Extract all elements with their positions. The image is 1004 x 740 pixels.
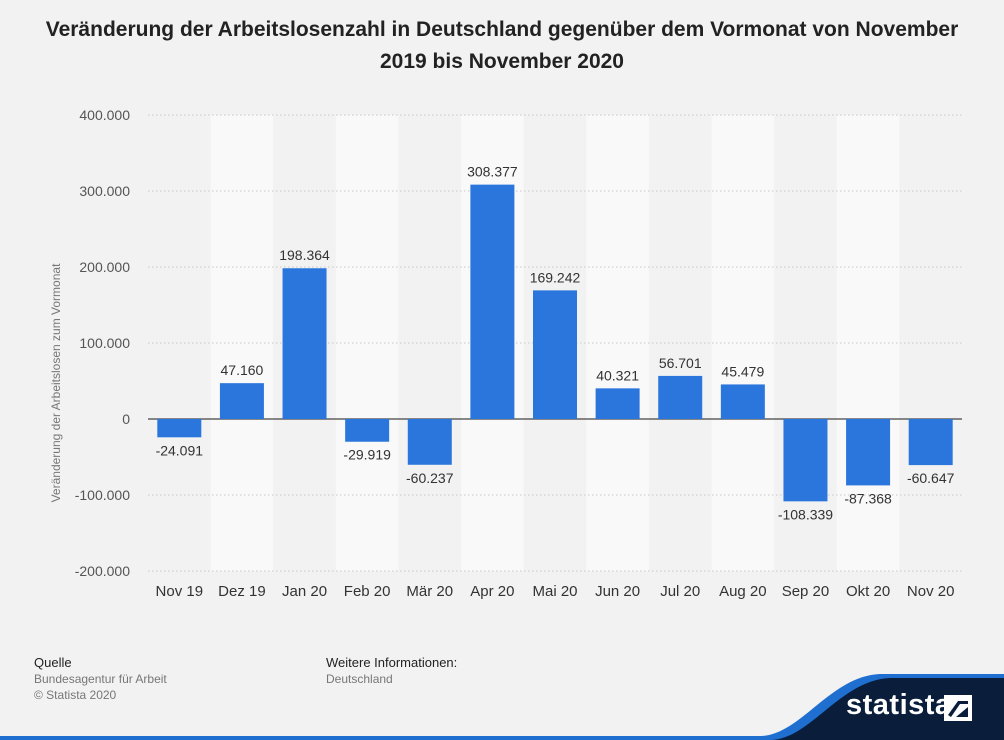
y-tick-label: 300.000 xyxy=(79,183,130,199)
bar-chart: 400.000 300.000 200.000 100.000 0 -100.000 -20… xyxy=(49,107,962,600)
bar xyxy=(658,375,703,419)
x-tick-label: Apr 20 xyxy=(470,583,514,600)
bar xyxy=(407,419,452,465)
source-block: Quelle Bundesagentur für Arbeit © Statis… xyxy=(34,655,167,703)
data-label: 45.479 xyxy=(721,363,764,379)
y-tick-label: -200.000 xyxy=(75,563,130,579)
data-label: -108.339 xyxy=(778,506,833,522)
data-label: 198.364 xyxy=(279,247,330,263)
data-label: -29.919 xyxy=(343,447,391,463)
source-line: Bundesagentur für Arbeit xyxy=(34,672,167,686)
y-axis-title: Veränderung der Arbeitslosen zum Vormona… xyxy=(49,263,63,502)
x-tick-label: Nov 20 xyxy=(907,583,955,600)
data-label: -60.647 xyxy=(907,470,955,486)
data-label: -87.368 xyxy=(844,490,892,506)
x-tick-label: Jan 20 xyxy=(282,583,327,600)
y-axis-ticks: 400.000 300.000 200.000 100.000 0 -100.000 -20… xyxy=(75,107,130,579)
value-labels: -24.091 47.160 198.364 -29.919 -60.237 308.37… xyxy=(156,164,955,523)
y-tick-label: 0 xyxy=(122,411,130,427)
y-tick-label: 200.000 xyxy=(79,259,130,275)
data-label: 47.160 xyxy=(221,362,264,378)
data-label: 40.321 xyxy=(596,367,639,383)
y-tick-label: -100.000 xyxy=(75,487,130,503)
data-label: 169.242 xyxy=(530,269,581,285)
x-tick-label: Aug 20 xyxy=(719,583,767,600)
bars xyxy=(157,184,953,502)
brand-name: statista xyxy=(846,689,952,721)
column-band xyxy=(711,115,775,571)
bar xyxy=(720,384,765,419)
copyright-line: © Statista 2020 xyxy=(34,688,117,702)
source-heading: Quelle xyxy=(34,655,72,670)
column-band xyxy=(899,115,962,571)
y-tick-label: 100.000 xyxy=(79,335,130,351)
x-tick-label: Jun 20 xyxy=(595,583,640,600)
x-tick-label: Jul 20 xyxy=(660,583,700,600)
bar xyxy=(470,184,515,419)
brand-swoosh xyxy=(0,674,1004,740)
chart-title: Veränderung der Arbeitslosenzahl in Deut… xyxy=(45,18,959,73)
bar xyxy=(282,268,327,419)
column-band xyxy=(586,115,649,571)
x-axis-labels: Nov 19 Dez 19 Jan 20 Feb 20 Mär 20 Apr 20 Mai … xyxy=(156,583,955,600)
data-label: 308.377 xyxy=(467,164,518,180)
x-tick-label: Okt 20 xyxy=(846,583,890,600)
info-block: Weitere Informationen: Deutschland xyxy=(326,655,457,687)
x-tick-label: Dez 19 xyxy=(218,583,266,600)
x-tick-label: Sep 20 xyxy=(782,583,830,600)
info-heading: Weitere Informationen: xyxy=(326,655,458,670)
bar xyxy=(533,290,577,419)
x-tick-label: Nov 19 xyxy=(156,583,204,600)
bar xyxy=(345,419,390,442)
x-tick-label: Mär 20 xyxy=(406,583,453,600)
x-tick-label: Feb 20 xyxy=(344,583,391,600)
y-axis-title-group: Veränderung der Arbeitslosen zum Vormona… xyxy=(49,263,63,502)
data-label: -60.237 xyxy=(406,470,454,486)
bar xyxy=(157,419,202,438)
statista-logo-icon xyxy=(944,695,972,721)
x-tick-label: Mai 20 xyxy=(532,583,577,600)
column-band xyxy=(398,115,462,571)
bar xyxy=(783,419,828,502)
y-tick-label: 400.000 xyxy=(79,107,130,123)
bar xyxy=(219,383,264,419)
bar xyxy=(595,388,640,419)
bar xyxy=(846,419,891,486)
brand-bar xyxy=(0,678,1004,740)
data-label: -24.091 xyxy=(156,442,204,458)
data-label: 56.701 xyxy=(659,355,702,371)
bar xyxy=(908,419,953,466)
info-line: Deutschland xyxy=(326,672,393,686)
